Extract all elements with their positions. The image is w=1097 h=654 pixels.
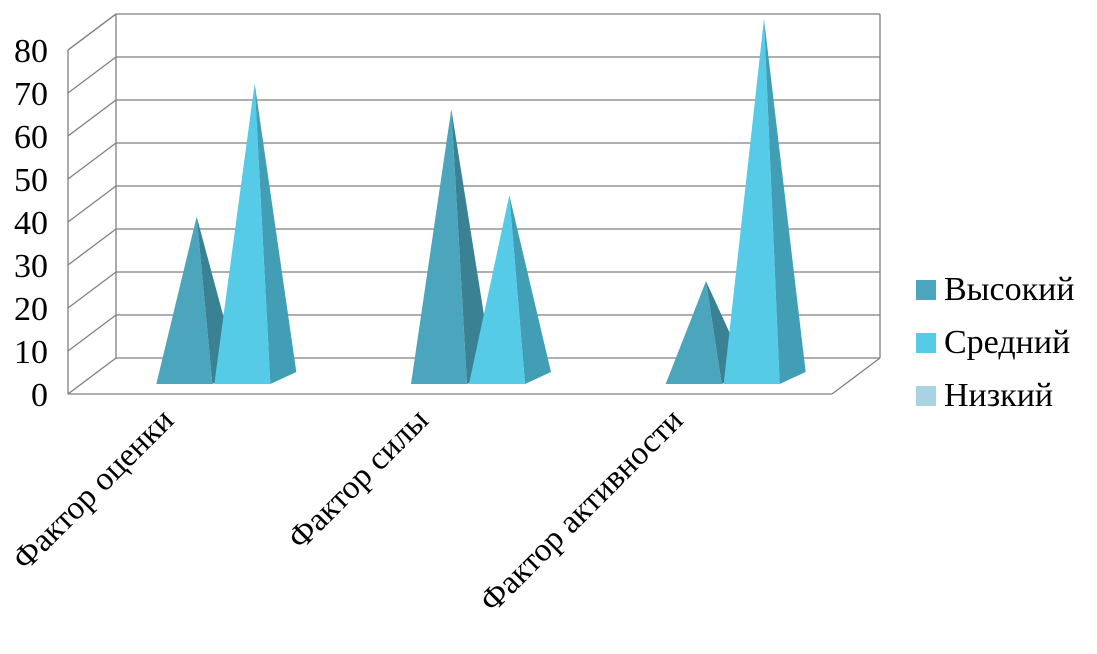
legend-swatch <box>916 280 936 300</box>
legend-item: Средний <box>916 324 1070 361</box>
y-tick-label: 60 <box>14 119 48 156</box>
y-tick-label: 80 <box>14 33 48 70</box>
pyramid-front-face <box>214 83 271 385</box>
pyramid-front-face <box>723 18 780 385</box>
pyramid-side-face <box>509 195 551 384</box>
gridline-side <box>67 99 117 137</box>
x-category-label: Фактор оценки <box>6 402 181 577</box>
legend-item: Высокий <box>916 271 1075 308</box>
y-tick-label: 70 <box>14 76 48 113</box>
pyramid-side-face <box>763 18 806 385</box>
pyramid-bars <box>156 18 806 385</box>
y-tick-label: 20 <box>14 291 48 328</box>
gridline-side <box>67 13 117 51</box>
gridline-side <box>67 56 117 94</box>
y-tick-label: 10 <box>14 334 48 371</box>
pyramid-side-face <box>451 109 493 384</box>
pyramid-front-face <box>469 195 525 384</box>
gridline-side <box>67 271 117 309</box>
pyramid-front-face <box>411 109 467 384</box>
y-tick-label: 50 <box>14 162 48 199</box>
pyramid-side-face <box>254 83 297 385</box>
pyramid-bar <box>723 18 806 385</box>
gridline-side <box>67 357 117 395</box>
x-axis-categories: Фактор оценки Фактор силы Фактор активност… <box>6 402 690 619</box>
pyramid-bar <box>469 195 551 384</box>
y-tick-label: 30 <box>14 248 48 285</box>
gridline-side <box>67 228 117 266</box>
legend-swatch <box>916 333 936 353</box>
gridline-side <box>67 142 117 180</box>
legend: Высокий Средний Низкий <box>916 271 1075 414</box>
legend-label: Низкий <box>944 377 1053 414</box>
legend-swatch <box>916 386 936 406</box>
legend-label: Средний <box>944 324 1070 361</box>
y-tick-label: 0 <box>31 377 48 414</box>
gridline-side <box>67 185 117 223</box>
pyramid-front-face <box>156 216 213 384</box>
gridline-side <box>67 314 117 352</box>
x-category-label: Фактор активности <box>473 402 690 619</box>
legend-label: Высокий <box>944 271 1075 308</box>
pyramid-front-face <box>665 281 722 384</box>
y-axis-ticks: 0 10 20 30 40 50 60 70 80 <box>14 33 48 414</box>
floor-right-edge <box>831 357 881 395</box>
pyramid-bar <box>411 109 493 384</box>
legend-item: Низкий <box>916 377 1053 414</box>
y-tick-label: 40 <box>14 205 48 242</box>
pyramid-bar <box>214 83 297 385</box>
x-category-label: Фактор силы <box>281 402 436 557</box>
